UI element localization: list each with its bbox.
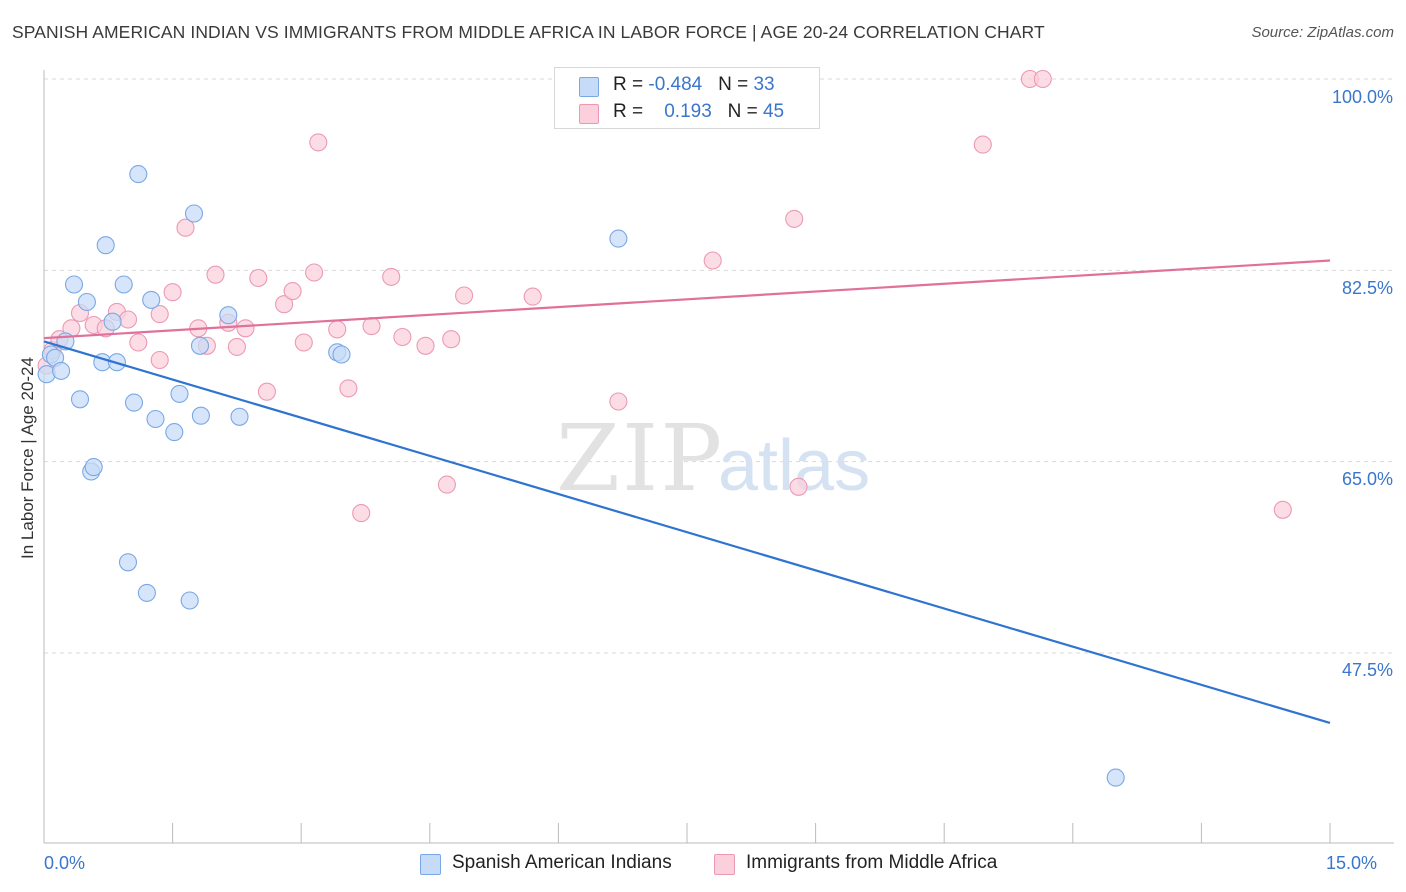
data-point-pink (163, 283, 182, 302)
data-point-blue (70, 390, 90, 409)
axes (43, 70, 1394, 844)
chart-title: SPANISH AMERICAN INDIAN VS IMMIGRANTS FR… (12, 22, 1045, 42)
data-point-pink (305, 263, 324, 282)
data-point-pink (328, 320, 347, 339)
data-point-pink (609, 392, 628, 411)
data-point-blue (219, 306, 238, 325)
data-point-blue (103, 312, 122, 331)
r-label: R = (613, 74, 649, 95)
data-point-blue (96, 236, 115, 255)
series-spanish-american-indians (37, 165, 1125, 787)
data-point-blue (118, 553, 138, 572)
legend-label: Spanish American Indians (452, 852, 672, 873)
blue-swatch (579, 77, 599, 97)
series-legend: Spanish American Indians Immigrants from… (0, 852, 1406, 878)
trend-line-pink (43, 259, 1331, 340)
data-point-pink (176, 218, 195, 237)
data-point-blue (170, 384, 189, 403)
data-point-pink (362, 317, 381, 336)
data-point-pink (393, 327, 412, 347)
data-point-pink (294, 333, 313, 352)
data-point-blue (191, 406, 210, 425)
data-point-pink (309, 133, 328, 152)
y-tick-label: 65.0% (1341, 469, 1393, 489)
r-label: R = (613, 101, 649, 122)
legend-swatch-pink (714, 854, 735, 875)
data-point-blue (180, 591, 199, 610)
data-point-pink (703, 251, 722, 270)
trend-line-blue (43, 340, 1331, 725)
data-point-pink (1033, 69, 1052, 89)
n-label: N = (727, 101, 763, 122)
data-point-pink (973, 135, 992, 154)
data-point-blue (114, 275, 133, 294)
data-point-pink (789, 477, 808, 496)
data-point-pink (416, 336, 435, 355)
data-point-blue (84, 458, 103, 477)
data-point-pink (455, 286, 474, 305)
gridlines (44, 78, 1394, 654)
n-label: N = (718, 74, 754, 95)
trend-lines (43, 259, 1331, 725)
data-point-pink (785, 209, 804, 228)
data-point-blue (52, 361, 71, 380)
r-value-pink: 0.193 (664, 101, 712, 122)
y-tick-label: 100.0% (1331, 87, 1393, 107)
data-point-pink (352, 504, 371, 523)
data-point-blue (165, 423, 184, 442)
data-point-pink (236, 319, 255, 338)
watermark: ZIP atlas (556, 405, 870, 512)
legend-label: Immigrants from Middle Africa (746, 852, 998, 873)
n-value-pink: 45 (762, 101, 785, 122)
data-point-blue (190, 336, 210, 355)
data-point-pink (283, 282, 302, 301)
data-point-blue (124, 393, 144, 412)
data-point-pink (442, 330, 461, 349)
data-point-blue (137, 583, 156, 602)
stats-legend: R = -0.484 N = 33 R = 0.193 N = 45 (554, 67, 820, 129)
data-point-pink (129, 333, 148, 352)
data-point-blue (77, 292, 96, 312)
data-point-blue (1106, 768, 1125, 787)
data-point-pink (1273, 500, 1292, 519)
data-point-blue (609, 229, 628, 248)
x-tick-label-max: 15.0% (1326, 853, 1378, 873)
pink-swatch (579, 104, 599, 124)
data-point-blue (146, 409, 165, 429)
data-point-pink (227, 337, 246, 356)
data-point-pink (249, 268, 268, 288)
data-point-pink (437, 475, 456, 494)
data-point-blue (332, 345, 351, 364)
data-point-blue (184, 204, 204, 223)
data-point-pink (118, 310, 138, 329)
source-label: Source: ZipAtlas.com (1251, 24, 1394, 41)
data-point-blue (129, 165, 148, 184)
data-point-pink (150, 350, 169, 370)
x-tick-label-min: 0.0% (44, 853, 86, 873)
data-point-pink (382, 267, 401, 286)
data-point-blue (142, 290, 161, 309)
y-tick-label: 47.5% (1341, 660, 1393, 680)
data-point-pink (523, 287, 542, 306)
data-point-pink (275, 295, 294, 314)
y-tick-label: 82.5% (1341, 278, 1393, 298)
legend-swatch-blue (420, 854, 441, 875)
data-point-blue (64, 275, 84, 294)
watermark-zip: ZIP (556, 405, 724, 512)
data-point-blue (230, 407, 249, 426)
r-value-blue: -0.484 (648, 74, 703, 95)
data-point-pink (257, 382, 276, 401)
data-point-pink (206, 265, 225, 284)
data-point-pink (150, 305, 169, 324)
n-value-blue: 33 (753, 74, 775, 95)
data-point-pink (339, 379, 358, 398)
